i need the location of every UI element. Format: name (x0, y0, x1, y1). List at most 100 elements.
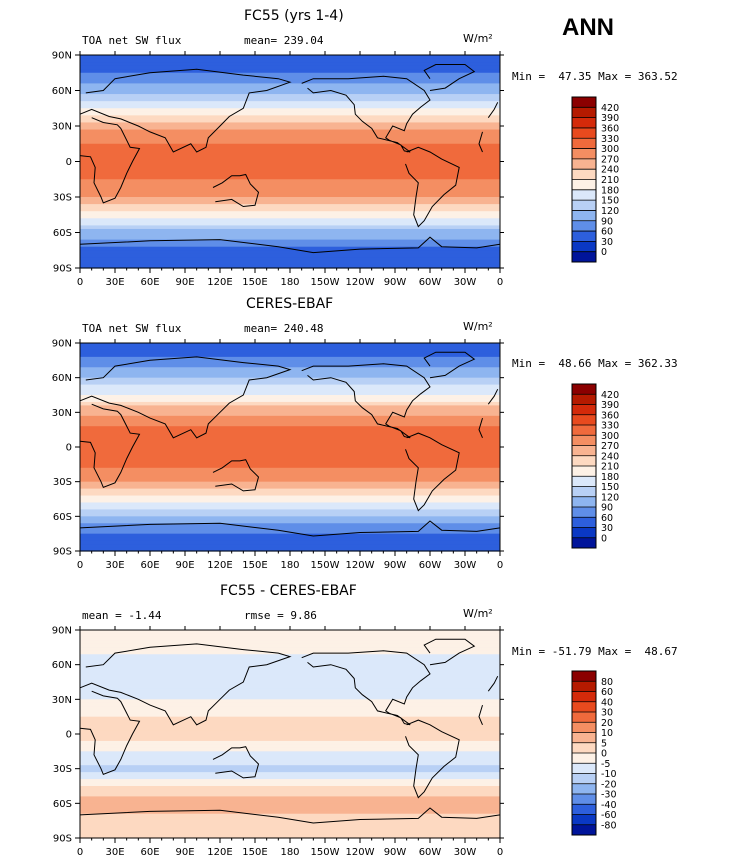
panel-left-label: mean = -1.44 (82, 609, 162, 622)
zonal-band (80, 751, 500, 756)
colorbar-label: -5 (601, 759, 610, 770)
coastline-eurasia (79, 643, 292, 726)
x-tick-label: 90E (175, 277, 194, 288)
colorbar-label: 30 (601, 237, 613, 248)
zonal-band (80, 218, 500, 223)
y-tick-label: 60S (53, 228, 72, 239)
zonal-band (80, 734, 500, 739)
zonal-band (80, 765, 500, 770)
coastline-north-america (301, 650, 431, 726)
zonal-band (80, 474, 500, 479)
map-panel-1: 0 30E 60E 90E 120E 150E 180 150W 120W 90W 60W 30W 09… (52, 51, 504, 288)
zonal-band (80, 83, 500, 88)
x-tick-label: 90W (384, 277, 407, 288)
coastline-africa (79, 117, 141, 204)
zonal-band (80, 72, 500, 77)
zonal-band (80, 813, 500, 818)
zonal-band (80, 140, 500, 145)
zonal-band (80, 111, 500, 116)
y-tick-label: 60N (52, 373, 72, 384)
zonal-band (80, 523, 500, 528)
x-tick-label: 150E (242, 277, 267, 288)
zonal-band (80, 495, 500, 500)
zonal-band (80, 101, 500, 106)
panel-units: W/m² (463, 32, 493, 45)
colorbar-swatch (572, 179, 596, 191)
colorbar-label: 150 (601, 482, 619, 493)
zonal-band (80, 716, 500, 721)
colorbar-swatch (572, 148, 596, 160)
zonal-band (80, 754, 500, 759)
zonal-band (80, 58, 500, 63)
zonal-band (80, 740, 500, 745)
y-tick-label: 90N (52, 51, 72, 62)
colorbar-swatch (572, 117, 596, 129)
zonal-band (80, 62, 500, 67)
zonal-band (80, 260, 500, 266)
coastline-south-america (405, 719, 460, 799)
zonal-band (80, 834, 500, 839)
zonal-band (80, 467, 500, 472)
zonal-band (80, 723, 500, 728)
zonal-band (80, 505, 500, 510)
colorbar-frame (571, 670, 597, 836)
zonal-band (80, 343, 500, 348)
colorbar-label: 270 (601, 441, 619, 452)
zonal-band (80, 90, 500, 95)
zonal-band (80, 443, 500, 448)
colorbar-label: 30 (601, 708, 613, 719)
colorbar-swatch (572, 200, 596, 211)
x-tick-label: 120E (207, 277, 232, 288)
colorbar-swatch (572, 712, 596, 723)
zonal-band (80, 211, 500, 216)
season-label: ANN (562, 14, 614, 41)
zonal-band (80, 782, 500, 787)
colorbar-swatch (572, 138, 596, 149)
y-tick-label: 90S (53, 834, 72, 845)
zonal-band (80, 104, 500, 109)
zonal-band (80, 633, 500, 638)
zonal-band (80, 189, 500, 195)
colorbar-label: 180 (601, 472, 619, 483)
zonal-band (80, 150, 500, 155)
colorbar-swatch (572, 742, 596, 754)
y-tick-label: 60S (53, 799, 72, 810)
y-tick-label: 0 (66, 157, 72, 168)
colorbar-frame (571, 383, 597, 549)
x-tick-label: 30W (454, 277, 477, 288)
coastline-africa (79, 403, 141, 489)
zonal-band (80, 412, 500, 417)
x-tick-label: 60E (140, 277, 159, 288)
map-panel-2: 0 30E 60E 90E 120E 150E 180 150W 120W 90W 60W 30W 09… (52, 339, 504, 571)
x-tick-label: 90W (384, 560, 407, 571)
colorbar-frame (571, 96, 597, 263)
x-tick-label: 0 (497, 560, 503, 571)
zonal-band (80, 709, 500, 714)
zonal-band (80, 133, 500, 138)
zonal-band (80, 678, 500, 683)
zonal-band (80, 243, 500, 248)
colorbar-label: 360 (601, 123, 619, 134)
colorbar-swatch (572, 158, 596, 170)
panel-center-label: rmse = 9.86 (244, 609, 317, 622)
colorbar-label: 120 (601, 206, 619, 217)
zonal-band (80, 827, 500, 832)
zonal-band (80, 485, 500, 490)
zonal-band (80, 398, 500, 403)
coastline-australia (212, 459, 260, 492)
colorbar-label: -80 (601, 820, 617, 831)
zonal-band (80, 761, 500, 766)
panel-left-label: TOA net SW flux (82, 34, 182, 47)
colorbar-swatch (572, 107, 596, 118)
zonal-band (80, 225, 500, 230)
colorbar-swatch (572, 537, 596, 549)
zonal-band (80, 675, 500, 680)
colorbar-swatch (572, 671, 596, 682)
x-tick-label: 120E (207, 847, 232, 858)
colorbar-label: 30 (601, 523, 613, 534)
colorbar-label: 390 (601, 113, 619, 124)
zonal-band (80, 346, 500, 351)
colorbar-label: 90 (601, 503, 613, 514)
y-tick-label: 30S (53, 477, 72, 488)
zonal-band (80, 193, 500, 198)
